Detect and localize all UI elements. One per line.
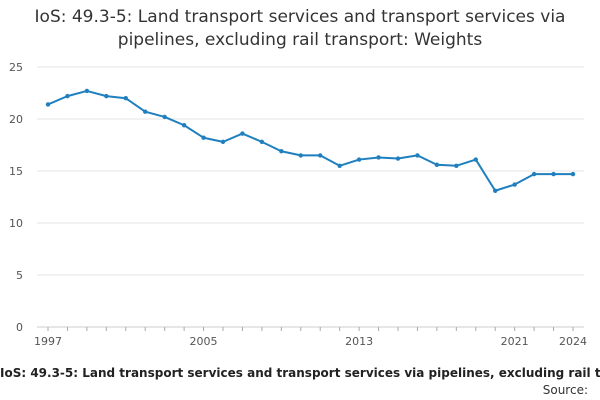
data-point-2005[interactable] — [201, 135, 206, 140]
y-axis-tick-labels: 0 5 10 15 20 25 — [9, 61, 23, 334]
data-point-2009[interactable] — [279, 149, 284, 154]
y-tick-label-20: 20 — [9, 113, 23, 126]
y-tick-label-25: 25 — [9, 61, 23, 74]
data-point-2002[interactable] — [143, 109, 148, 114]
x-tick-label-2005: 2005 — [190, 335, 218, 348]
data-point-2004[interactable] — [181, 123, 187, 128]
y-tick-label-10: 10 — [9, 217, 23, 230]
data-point-2018[interactable] — [454, 163, 459, 168]
data-point-2016[interactable] — [415, 153, 420, 158]
x-tick-label-2024: 2024 — [559, 335, 587, 348]
data-point-2021[interactable] — [512, 182, 517, 187]
data-point-2006[interactable] — [220, 139, 226, 145]
y-tick-label-15: 15 — [9, 165, 23, 178]
data-point-1997[interactable] — [45, 102, 51, 107]
series-line-0 — [47, 89, 573, 192]
data-point-2012[interactable] — [337, 163, 342, 168]
data-point-1999[interactable] — [84, 88, 90, 94]
x-axis-tick-labels: 1997 2005 2013 2021 2024 — [34, 335, 587, 348]
data-point-2010[interactable] — [298, 153, 303, 158]
data-point-2024[interactable] — [570, 171, 576, 177]
gridlines — [37, 66, 584, 276]
x-axis — [37, 326, 584, 331]
data-point-2014[interactable] — [376, 155, 381, 160]
footer-source: Source: — [542, 383, 588, 397]
data-point-1998[interactable] — [65, 93, 70, 99]
footer-caption: IoS: 49.3-5: Land transport services and… — [0, 366, 600, 380]
data-point-2008[interactable] — [259, 139, 265, 145]
y-tick-label-0: 0 — [16, 321, 23, 334]
data-series — [45, 88, 576, 193]
data-point-2001[interactable] — [123, 96, 128, 101]
data-point-2022[interactable] — [531, 171, 537, 177]
data-point-2013[interactable] — [356, 157, 362, 162]
data-point-2023[interactable] — [551, 171, 556, 177]
x-tick-label-2021: 2021 — [501, 335, 529, 348]
data-point-2019[interactable] — [473, 157, 478, 162]
data-point-2017[interactable] — [434, 162, 440, 167]
data-point-2011[interactable] — [318, 153, 323, 158]
data-point-2020[interactable] — [493, 188, 498, 193]
data-point-2007[interactable] — [240, 131, 245, 136]
data-point-2015[interactable] — [395, 156, 401, 161]
x-tick-label-1997: 1997 — [34, 335, 62, 348]
x-tick-label-2013: 2013 — [345, 335, 373, 348]
data-point-2003[interactable] — [162, 114, 167, 120]
data-point-2000[interactable] — [104, 93, 109, 99]
chart-title: IoS: 49.3-5: Land transport services and… — [34, 7, 566, 50]
y-tick-label-5: 5 — [16, 269, 23, 282]
